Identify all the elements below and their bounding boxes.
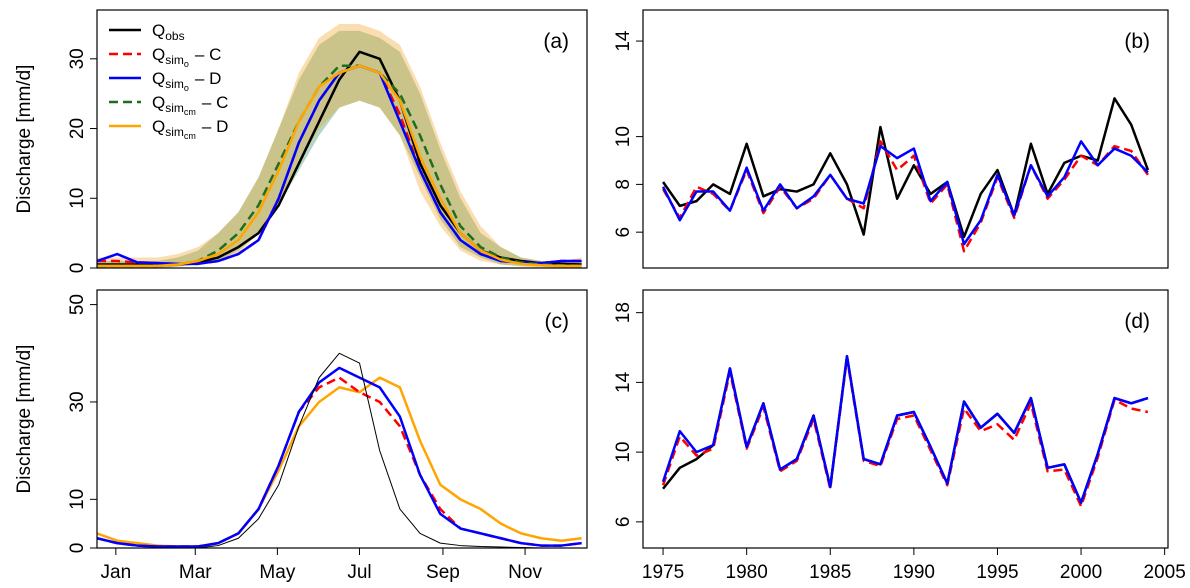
y-tick-label: 10: [67, 489, 88, 510]
legend-suffix: – D: [195, 69, 221, 88]
y-tick-label: 6: [613, 227, 634, 238]
series-line: [97, 376, 582, 548]
x-tick-label: Sep: [426, 562, 460, 583]
legend-name: Q: [152, 117, 165, 136]
legend-suffix: – C: [195, 45, 221, 64]
plot-frame: [96, 289, 588, 549]
panel: 0 10 30 50 Jan Mar May Jul Sep Nov Discharge [mm/d…: [14, 289, 588, 583]
series-line: [662, 97, 1150, 239]
y-tick-label: 14: [613, 30, 634, 52]
legend-sub: sim: [165, 77, 184, 91]
plot-area: [97, 23, 582, 268]
plot-frame: [642, 289, 1169, 549]
legend-subsub: o: [184, 83, 189, 93]
x-tick-label: May: [259, 562, 295, 583]
uncertainty-band: [97, 30, 582, 268]
y-tick-label: 10: [613, 442, 634, 463]
y-tick-label: 0: [67, 543, 88, 554]
uncertainty-band: [97, 23, 582, 268]
y-axis-label: Discharge [mm/d]: [14, 345, 35, 494]
panel: 6 8 10 14 (b): [613, 9, 1169, 269]
legend-sub: sim: [165, 101, 184, 115]
y-tick-label: 10: [613, 126, 634, 147]
legend-entry: Qsimcm – C: [152, 93, 228, 117]
plot-frame: [642, 9, 1169, 269]
series-line: [662, 354, 1149, 504]
legend-suffix: – C: [202, 93, 228, 112]
x-tick-label: Jan: [101, 562, 132, 583]
x-tick-label: 2005: [1144, 562, 1186, 583]
y-tick-label: 18: [613, 302, 634, 323]
panel-label: (d): [1124, 310, 1150, 333]
panel: 6 10 14 18 1975 1980 1985 1990 1995 2000 2005 (d): [613, 289, 1186, 583]
plot-area: [97, 352, 582, 548]
plot-area: [661, 97, 1150, 253]
legend-entry: Qsimo – D: [152, 69, 221, 93]
y-tick-label: 0: [67, 263, 88, 274]
y-tick-label: 30: [67, 48, 88, 69]
y-tick-label: 6: [613, 517, 634, 528]
x-tick-label: 1985: [809, 562, 851, 583]
legend-subsub: o: [184, 59, 189, 69]
panel-label: (c): [545, 310, 570, 333]
panel-label: (a): [543, 30, 569, 53]
x-tick-label: Mar: [179, 562, 212, 583]
x-tick-label: 2000: [1060, 562, 1102, 583]
series-line: [661, 356, 1149, 508]
legend-suffix: – D: [202, 117, 228, 136]
legend-sub: sim: [165, 125, 184, 139]
x-tick-label: Nov: [508, 562, 542, 583]
legend-subsub: cm: [184, 131, 196, 141]
plot-area: [661, 354, 1149, 508]
y-tick-label: 50: [67, 294, 88, 315]
series-line: [661, 140, 1149, 246]
legend-name: Q: [152, 45, 165, 64]
series-line: [661, 354, 1149, 504]
legend-entry: Qsimo – C: [152, 45, 221, 69]
series-line: [97, 376, 582, 548]
legend-subsub: cm: [184, 107, 196, 117]
series-line: [97, 64, 582, 268]
y-tick-label: 20: [67, 118, 88, 139]
y-tick-label: 8: [613, 179, 634, 190]
y-tick-label: 30: [67, 391, 88, 412]
x-tick-label: 1980: [726, 562, 768, 583]
y-tick-label: 10: [67, 188, 88, 209]
x-tick-label: Jul: [347, 562, 371, 583]
legend-name: Q: [152, 69, 165, 88]
x-tick-label: 1975: [642, 562, 684, 583]
legend-name: Q: [152, 21, 165, 40]
x-tick-label: 1990: [893, 562, 935, 583]
series-line: [97, 352, 582, 548]
legend-entry: Qsimcm – D: [152, 117, 228, 141]
x-tick-label: 1995: [976, 562, 1018, 583]
legend-sub: obs: [165, 29, 184, 43]
legend-entry: Qobs: [152, 21, 185, 43]
y-axis-label: Discharge [mm/d]: [14, 65, 35, 214]
plot-frame: [96, 9, 588, 269]
y-tick-label: 14: [613, 371, 634, 393]
panel-label: (b): [1124, 30, 1150, 53]
legend-name: Q: [152, 93, 165, 112]
series-line: [97, 366, 582, 548]
legend-sub: sim: [165, 53, 184, 67]
